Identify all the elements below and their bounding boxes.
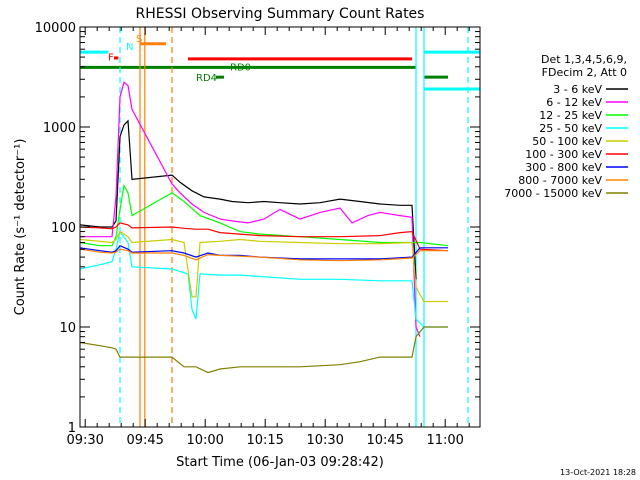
y-tick-label-0: 1 [68, 421, 76, 436]
legend-label-2: 12 - 25 keV [539, 109, 602, 122]
series-layer [79, 81, 449, 374]
x-tick-label-6: 11:00 [426, 433, 463, 448]
chart-title: RHESSI Observing Summary Count Rates [136, 6, 425, 22]
y-tick-label-1: 10 [59, 321, 76, 336]
y-tick-label-4: 10000 [35, 21, 76, 36]
x-tick-label-3: 10:15 [246, 433, 283, 448]
legend-label-8: 7000 - 15000 keV [504, 187, 602, 200]
flag-label-rd0: RD0 [230, 62, 251, 73]
x-tick-label-1: 09:45 [126, 433, 163, 448]
x-tick-label-5: 10:45 [366, 433, 403, 448]
series-line-0 [79, 119, 417, 280]
legend-header-1: FDecim 2, Att 0 [542, 66, 627, 79]
legend-label-3: 25 - 50 keV [539, 122, 602, 135]
legend-header-0: Det 1,3,4,5,6,9, [541, 53, 627, 66]
legend-label-5: 100 - 300 keV [525, 148, 602, 161]
x-tick-label-2: 10:00 [186, 433, 223, 448]
series-line-2 [79, 183, 449, 247]
x-axis-label: Start Time (06-Jan-03 09:28:42) [176, 455, 384, 470]
series-line-3 [79, 230, 448, 328]
y-axis-label: Count Rate (s⁻¹ detector⁻¹) [13, 139, 28, 316]
vline-layer [119, 27, 469, 427]
series-line-1 [80, 81, 421, 337]
y-axis: 1 10 100 1000 10000 [35, 21, 480, 436]
flag-label-f: F [108, 53, 114, 64]
legend-label-7: 800 - 7000 keV [518, 174, 602, 187]
legend-label-4: 50 - 100 keV [532, 135, 602, 148]
legend-label-0: 3 - 6 keV [553, 83, 602, 96]
flag-label-rd4: RD4 [196, 73, 217, 84]
legend-label-1: 6 - 12 keV [546, 96, 602, 109]
flag-label-s: S [136, 34, 142, 45]
x-axis: 09:30 09:45 10:00 10:15 10:30 10:45 11:00 [66, 27, 470, 448]
flag-layer [80, 42, 480, 91]
legend: Det 1,3,4,5,6,9,FDecim 2, Att 0 3 - 6 keV… [504, 53, 628, 200]
y-tick-label-3: 1000 [43, 121, 76, 136]
series-line-5 [79, 222, 449, 252]
legend-label-6: 300 - 800 keV [525, 161, 602, 174]
y-tick-label-2: 100 [51, 221, 76, 236]
series-line-4 [79, 230, 448, 303]
series-line-8 [79, 326, 448, 374]
footer-timestamp: 13-Oct-2021 18:28 [560, 468, 636, 477]
series-line-6 [79, 244, 448, 260]
flag-label-n: N [126, 42, 133, 53]
flag-labels: SN F RD0 RD4 [108, 34, 251, 84]
series-line-7 [79, 248, 448, 262]
x-tick-label-0: 09:30 [66, 433, 103, 448]
x-tick-label-4: 10:30 [306, 433, 343, 448]
